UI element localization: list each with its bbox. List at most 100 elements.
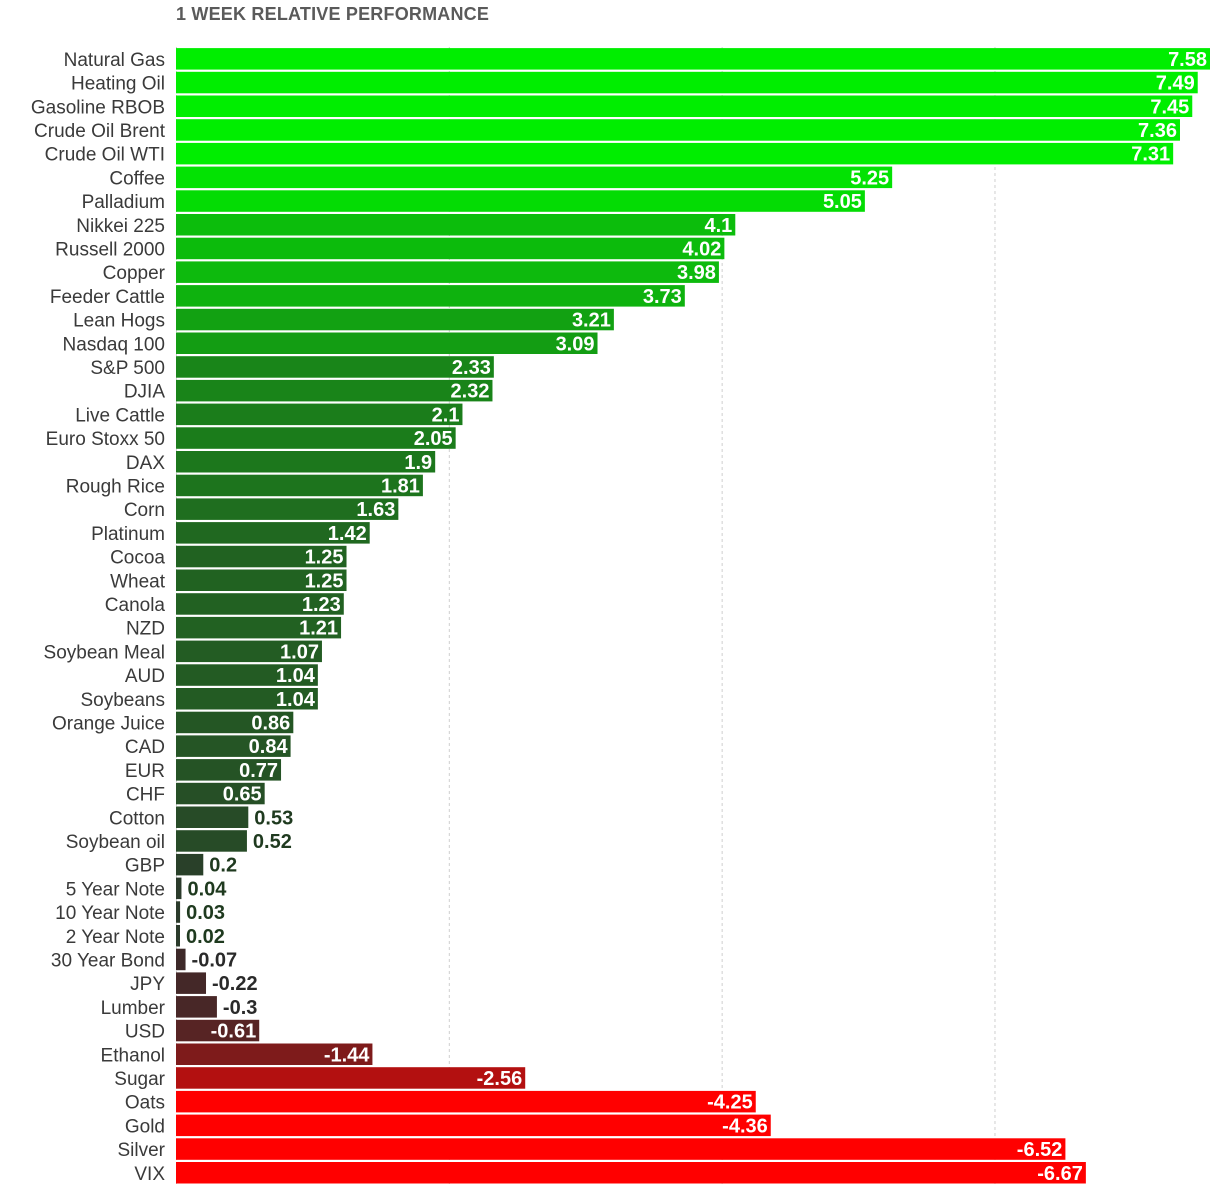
bar-43 <box>176 1067 526 1089</box>
category-label-17: DAX <box>126 453 165 474</box>
bar-0 <box>176 48 1210 70</box>
category-label-36: 10 Year Note <box>55 903 165 924</box>
bar-7 <box>176 214 736 236</box>
value-label-34: 0.2 <box>209 855 237 877</box>
bar-46 <box>176 1138 1066 1160</box>
category-label-25: Soybean Meal <box>44 642 165 663</box>
category-label-29: CAD <box>125 737 165 758</box>
value-label-7: 4.1 <box>704 215 732 237</box>
bar-3 <box>176 119 1180 141</box>
bar-14 <box>176 379 493 402</box>
value-label-42: -1.44 <box>324 1044 370 1066</box>
value-label-13: 2.33 <box>452 357 491 379</box>
bar-23 <box>176 593 344 615</box>
bar-28 <box>176 711 294 734</box>
category-label-43: Sugar <box>114 1069 165 1090</box>
bar-30 <box>176 759 282 781</box>
category-label-37: 2 Year Note <box>66 927 165 948</box>
bar-18 <box>176 474 423 497</box>
category-label-0: Natural Gas <box>64 50 165 71</box>
bar-32 <box>176 806 249 828</box>
category-label-32: Cotton <box>109 808 165 829</box>
category-label-14: DJIA <box>124 382 166 403</box>
category-label-24: NZD <box>126 619 165 640</box>
bar-12 <box>176 332 598 354</box>
bar-9 <box>176 261 719 283</box>
category-label-2: Gasoline RBOB <box>31 97 165 118</box>
value-label-17: 1.9 <box>404 452 432 474</box>
value-label-2: 7.45 <box>1150 96 1189 118</box>
value-label-16: 2.05 <box>414 428 453 450</box>
bar-33 <box>176 830 247 852</box>
category-label-31: CHF <box>126 785 165 806</box>
value-label-23: 1.23 <box>302 594 341 616</box>
category-label-6: Palladium <box>82 192 165 213</box>
value-label-22: 1.25 <box>305 570 344 592</box>
bar-47 <box>176 1162 1086 1184</box>
value-label-28: 0.86 <box>251 712 290 734</box>
bar-17 <box>176 451 436 473</box>
bar-38 <box>176 948 186 971</box>
category-label-7: Nikkei 225 <box>76 216 165 237</box>
bar-45 <box>176 1114 771 1137</box>
value-label-4: 7.31 <box>1131 144 1170 166</box>
bar-11 <box>176 308 614 331</box>
category-label-44: Oats <box>125 1093 165 1114</box>
category-label-30: EUR <box>125 761 165 782</box>
value-label-24: 1.21 <box>299 618 338 640</box>
value-label-38: -0.07 <box>192 949 238 971</box>
value-label-30: 0.77 <box>239 760 278 782</box>
bar-21 <box>176 545 347 568</box>
value-label-43: -2.56 <box>477 1068 523 1090</box>
category-label-41: USD <box>125 1022 165 1043</box>
value-label-0: 7.58 <box>1168 49 1207 71</box>
bar-39 <box>176 972 207 994</box>
bar-10 <box>176 285 685 307</box>
bar-37 <box>176 925 180 947</box>
value-label-1: 7.49 <box>1156 73 1195 95</box>
value-label-21: 1.25 <box>305 547 344 569</box>
bar-13 <box>176 356 494 378</box>
bar-19 <box>176 498 399 520</box>
category-label-16: Euro Stoxx 50 <box>46 429 165 450</box>
value-label-40: -0.3 <box>223 997 257 1019</box>
value-label-39: -0.22 <box>212 973 258 995</box>
category-label-38: 30 Year Bond <box>51 950 165 971</box>
category-label-5: Coffee <box>109 168 165 189</box>
bar-4 <box>176 142 1174 165</box>
category-label-40: Lumber <box>101 998 166 1019</box>
value-label-20: 1.42 <box>328 523 367 545</box>
category-label-45: Gold <box>125 1116 165 1137</box>
value-label-36: 0.03 <box>186 902 225 924</box>
value-label-47: -6.67 <box>1037 1163 1083 1185</box>
value-label-31: 0.65 <box>223 784 262 806</box>
bar-2 <box>176 95 1193 117</box>
category-label-26: AUD <box>125 666 165 687</box>
category-label-23: Canola <box>105 595 166 616</box>
bar-8 <box>176 237 725 260</box>
bar-20 <box>176 522 370 544</box>
bar-26 <box>176 664 318 686</box>
category-label-47: VIX <box>134 1164 165 1185</box>
bar-44 <box>176 1090 756 1113</box>
value-label-27: 1.04 <box>276 689 316 711</box>
gridlines <box>176 47 996 1185</box>
value-label-37: 0.02 <box>186 926 225 948</box>
value-label-32: 0.53 <box>254 807 293 829</box>
category-label-9: Copper <box>103 263 166 284</box>
category-label-1: Heating Oil <box>71 74 165 95</box>
bar-16 <box>176 427 456 449</box>
bar-24 <box>176 616 342 639</box>
value-labels: 7.587.497.457.367.315.255.054.14.023.983… <box>186 49 1207 1185</box>
category-label-28: Orange Juice <box>52 713 165 734</box>
value-label-33: 0.52 <box>253 831 292 853</box>
value-label-29: 0.84 <box>249 736 289 758</box>
category-label-20: Platinum <box>91 524 165 545</box>
value-label-44: -4.25 <box>707 1092 753 1114</box>
bar-25 <box>176 640 322 663</box>
value-label-14: 2.32 <box>451 381 490 403</box>
bar-40 <box>176 996 217 1018</box>
category-label-39: JPY <box>130 974 165 995</box>
